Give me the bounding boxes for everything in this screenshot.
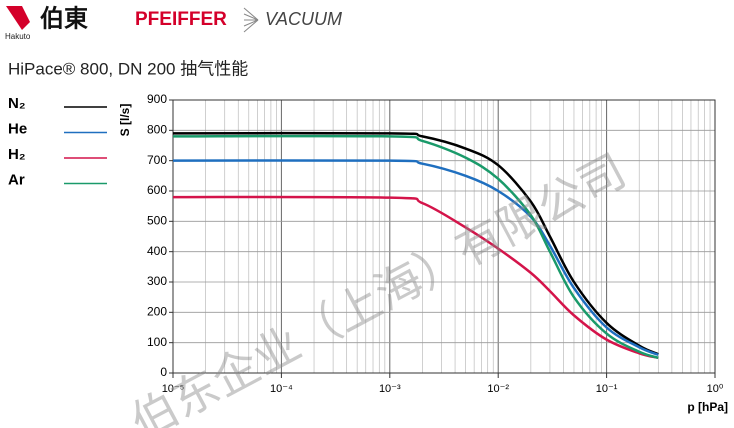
chart-title: HiPace® 800, DN 200 抽气性能 bbox=[8, 59, 248, 78]
y-tick-label: 700 bbox=[147, 153, 167, 167]
y-tick-label: 800 bbox=[147, 123, 167, 137]
legend-label: Ar bbox=[8, 171, 25, 188]
y-tick-label: 100 bbox=[147, 335, 167, 349]
plot-area bbox=[173, 100, 715, 373]
series-line bbox=[172, 159, 659, 356]
y-tick-label: 300 bbox=[147, 274, 167, 288]
brand-lines bbox=[243, 7, 259, 33]
logo-shape bbox=[6, 6, 30, 30]
series-line bbox=[172, 131, 659, 356]
y-axis-label: S [l/s] bbox=[118, 104, 132, 137]
series-line bbox=[172, 195, 659, 360]
x-tick-label: 10⁰ bbox=[707, 383, 724, 395]
x-axis-label: p [hPa] bbox=[687, 400, 728, 414]
series-line bbox=[172, 134, 659, 360]
x-tick-label: 10⁻² bbox=[487, 383, 509, 395]
logo-mark: 伯東 bbox=[40, 4, 88, 32]
legend-label: N₂ bbox=[8, 95, 26, 112]
brand2: VACUUM bbox=[265, 9, 342, 29]
legend-label: H₂ bbox=[8, 146, 26, 163]
brand: PFEIFFER bbox=[135, 9, 227, 30]
x-tick-label: 10⁻⁵ bbox=[162, 383, 185, 395]
x-tick-label: 10⁻³ bbox=[379, 383, 401, 395]
x-tick-label: 10⁻¹ bbox=[596, 383, 618, 395]
y-tick-label: 200 bbox=[147, 305, 167, 319]
y-tick-label: 400 bbox=[147, 244, 167, 258]
y-tick-label: 600 bbox=[147, 183, 167, 197]
y-tick-label: 500 bbox=[147, 214, 167, 228]
logo-sub: Hakuto bbox=[5, 32, 31, 41]
plot-frame bbox=[172, 99, 716, 374]
y-tick-label: 0 bbox=[160, 365, 167, 379]
y-tick-label: 900 bbox=[147, 92, 167, 106]
legend-label: He bbox=[8, 120, 27, 137]
x-tick-label: 10⁻⁴ bbox=[270, 383, 293, 395]
